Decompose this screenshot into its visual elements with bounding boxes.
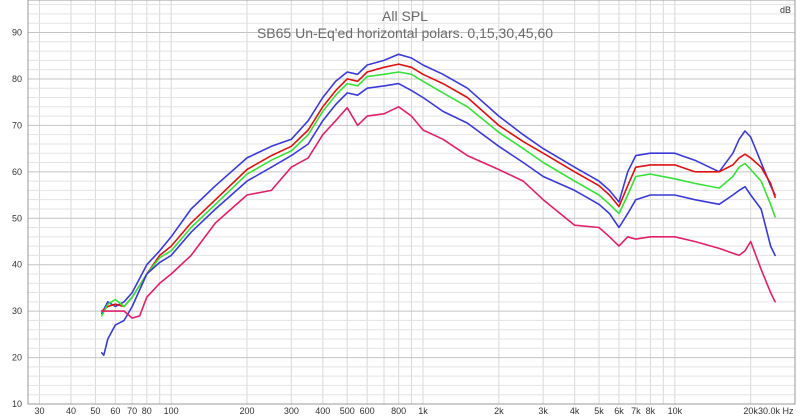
x-unit-label: 30.0k Hz [758,406,794,416]
y-tick-label: 80 [12,74,22,84]
y-tick-label: 60 [12,167,22,177]
y-tick-label: 10 [12,399,22,409]
x-tick-label: 600 [360,406,375,416]
x-tick-label: 10k [668,406,683,416]
x-tick-label: 40 [66,406,76,416]
chart-subtitle: SB65 Un-Eq'ed horizontal polars. 0,15,30… [257,25,553,41]
x-tick-label: 4k [570,406,580,416]
series-line [101,63,776,312]
x-tick-label: 400 [315,406,330,416]
x-tick-labels: 30 40 50 60 70 80 100 200 300 400 500 600 800 1k 2k 3k 4… [35,406,759,416]
y-tick-label: 70 [12,120,22,130]
series-line [101,106,776,319]
x-tick-label: 50 [90,406,100,416]
y-tick-label: 30 [12,306,22,316]
x-tick-label: 200 [239,406,254,416]
x-tick-label: 30 [35,406,45,416]
y-tick-label: 90 [12,28,22,38]
series-line [101,82,776,357]
x-tick-label: 500 [340,406,355,416]
y-tick-labels: 10 20 30 40 50 60 70 80 90 [12,28,22,409]
plot-frame [27,0,796,405]
x-tick-label: 1k [418,406,428,416]
x-tick-label: 8k [646,406,656,416]
x-tick-label: 6k [614,406,624,416]
x-tick-label: 60 [110,406,120,416]
series-line [101,53,776,315]
x-tick-label: 70 [127,406,137,416]
chart-title: All SPL [382,8,428,24]
series-line [101,71,776,317]
y-tick-label: 40 [12,260,22,270]
x-tick-label: 5k [594,406,604,416]
x-tick-label: 80 [142,406,152,416]
x-tick-label: 7k [631,406,641,416]
x-tick-label: 800 [391,406,406,416]
grid [28,0,796,404]
x-tick-label: 300 [284,406,299,416]
series-layer [101,53,776,357]
y-tick-label: 20 [12,353,22,363]
x-tick-label: 20k [743,406,758,416]
x-tick-label: 2k [494,406,504,416]
x-tick-label: 100 [164,406,179,416]
y-tick-label: 50 [12,213,22,223]
x-tick-label: 3k [538,406,548,416]
y-unit-label: dB [780,5,791,15]
